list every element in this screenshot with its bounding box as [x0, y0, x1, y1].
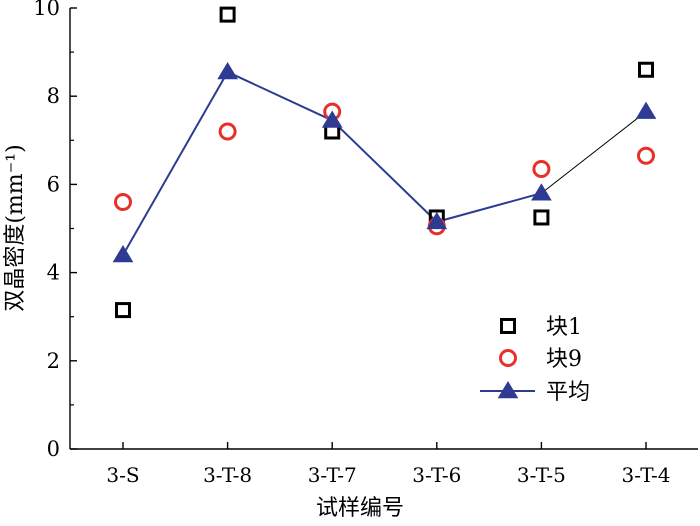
legend-marker-square [500, 318, 516, 334]
y-tick-label: 6 [47, 172, 60, 196]
series-lines [122, 71, 647, 256]
series-line-segment [331, 119, 438, 223]
x-tick-label: 3-S [106, 463, 139, 487]
legend: 块1 块9 平均 [480, 315, 590, 405]
legend-label: 平均 [546, 380, 590, 405]
data-point-circle [218, 122, 237, 141]
series-line-segment [227, 71, 333, 122]
x-tick-label: 3-T-6 [412, 463, 461, 487]
x-tick-labels: 3-S 3-T-8 3-T-7 3-T-6 3-T-5 3-T-4 [106, 463, 670, 487]
y-tick-label: 4 [47, 261, 60, 285]
series-markers [112, 6, 657, 319]
data-point-triangle [635, 101, 657, 119]
data-point-circle [637, 146, 655, 165]
series-line-segment [436, 192, 542, 223]
data-point-square [115, 302, 131, 319]
y-tick-labels: 0 2 4 6 8 10 [33, 0, 60, 461]
y-tick-label: 10 [33, 0, 60, 20]
y-tick-label: 0 [47, 437, 60, 461]
tick-marks [70, 7, 647, 450]
x-tick-label: 3-T-4 [621, 463, 670, 487]
data-point-triangle [217, 61, 238, 80]
data-point-square [638, 61, 654, 78]
y-tick-label: 2 [47, 349, 60, 373]
legend-label: 块9 [546, 347, 582, 372]
x-axis-label: 试样编号 [316, 496, 404, 521]
data-point-circle [532, 159, 551, 178]
series-line-segment [122, 71, 229, 256]
data-point-square [219, 6, 236, 23]
y-axis-label: 双晶密度(mm⁻¹) [3, 144, 28, 311]
x-tick-label: 3-T-8 [203, 463, 252, 487]
data-point-triangle [112, 244, 134, 263]
series-line-segment [541, 111, 647, 194]
legend-marker-triangle [497, 381, 519, 399]
data-point-circle [114, 193, 132, 212]
data-point-triangle [426, 211, 448, 230]
legend-label: 块1 [546, 315, 582, 340]
data-point-square [533, 209, 550, 226]
x-tick-label: 3-T-7 [308, 463, 357, 487]
data-point-triangle [321, 110, 343, 128]
data-point-triangle [531, 183, 552, 201]
y-tick-label: 8 [47, 84, 60, 108]
axes [69, 8, 698, 450]
legend-marker-circle [499, 349, 517, 367]
x-tick-label: 3-T-5 [517, 463, 566, 487]
